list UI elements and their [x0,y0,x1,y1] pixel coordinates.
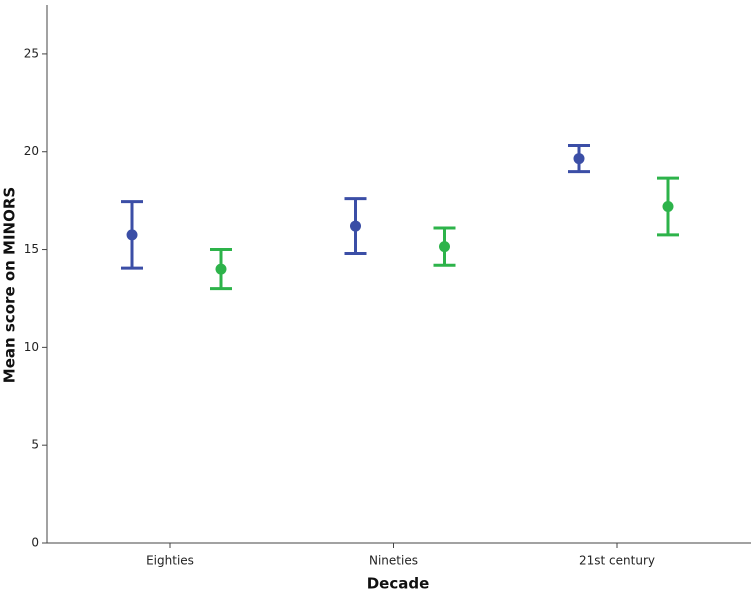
y-tick-label: 5 [31,438,39,452]
y-tick-label: 10 [24,340,39,354]
y-tick-label: 0 [31,536,39,550]
x-tick-label: Nineties [369,554,418,568]
mean-point [439,241,450,253]
mean-point [126,229,138,241]
x-tick-label: 21st century [579,554,655,568]
mean-point [215,263,227,275]
mean-point [662,201,674,213]
y-tick-label: 20 [24,144,39,158]
x-tick-label: Eighties [146,554,194,568]
y-tick-label: 15 [24,242,39,256]
y-axis-title: Mean score on MINORS [1,187,19,383]
x-axis-title: Decade [367,575,430,593]
mean-point [350,220,361,232]
y-tick-label: 25 [24,46,39,60]
mean-point [573,153,585,165]
